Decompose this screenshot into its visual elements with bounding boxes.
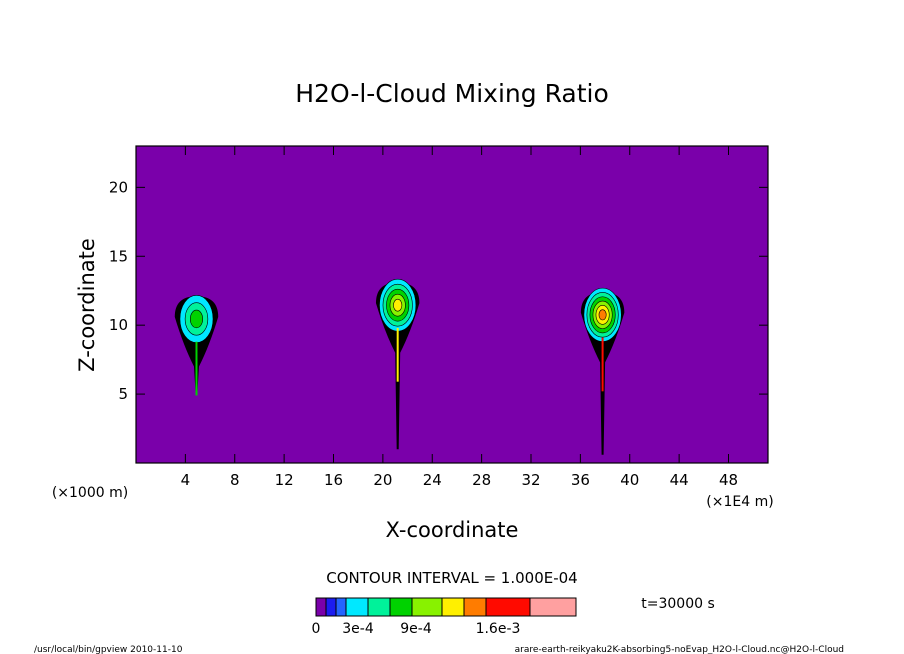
colorbar-swatch — [463, 597, 487, 617]
colorbar-label: 0 — [312, 621, 321, 637]
cloud-plume — [580, 287, 625, 455]
x-tick-label: 24 — [423, 471, 442, 489]
x-tick-label: 32 — [521, 471, 540, 489]
footer-right: arare-earth-reikyaku2K-absorbing5-noEvap… — [515, 645, 844, 654]
colorbar-swatch — [315, 597, 327, 617]
plot-background — [136, 146, 768, 463]
x-tick-label: 8 — [230, 471, 240, 489]
cloud-contours — [174, 278, 625, 455]
x-tick-label: 28 — [472, 471, 491, 489]
colorbar-swatch — [411, 597, 443, 617]
cloud-level — [189, 309, 203, 329]
colorbar — [315, 597, 577, 617]
y-unit-label: (×1000 m) — [52, 485, 128, 501]
colorbar-label: 1.6e-3 — [476, 621, 521, 637]
y-axis-label: Z-coordinate — [75, 238, 99, 372]
x-tick-label: 48 — [719, 471, 738, 489]
cloud-level — [598, 309, 607, 321]
y-tick-label: 5 — [118, 385, 128, 403]
colorbar-label: 3e-4 — [342, 621, 374, 637]
colorbar-swatch — [441, 597, 465, 617]
x-tick-label: 40 — [620, 471, 639, 489]
x-tick-label: 4 — [181, 471, 191, 489]
colorbar-swatch — [389, 597, 413, 617]
cloud-plume — [375, 278, 420, 450]
plot-frame — [135, 145, 769, 464]
time-label: t=30000 s — [641, 596, 715, 612]
footer-left: /usr/local/bin/gpview 2010-11-10 — [34, 645, 183, 654]
colorbar-swatch — [367, 597, 391, 617]
x-axis-ticks: 4 8 12 16 20 24 28 32 36 40 44 48 — [181, 146, 738, 489]
y-tick-label: 15 — [109, 247, 128, 265]
x-tick-label: 16 — [324, 471, 343, 489]
y-tick-label: 10 — [109, 316, 128, 334]
contour-interval-label: CONTOUR INTERVAL = 1.000E-04 — [326, 569, 577, 587]
y-tick-label: 20 — [109, 178, 128, 196]
colorbar-swatch — [325, 597, 337, 617]
cloud-plume — [174, 295, 219, 396]
colorbar-swatch — [485, 597, 531, 617]
x-tick-label: 36 — [571, 471, 590, 489]
x-tick-label: 20 — [373, 471, 392, 489]
x-unit-label: (×1E4 m) — [706, 494, 773, 510]
colorbar-swatch — [335, 597, 347, 617]
x-tick-label: 44 — [670, 471, 689, 489]
x-axis-label: X-coordinate — [386, 518, 519, 542]
colorbar-swatch — [345, 597, 369, 617]
cloud-level — [393, 298, 403, 312]
x-tick-label: 12 — [275, 471, 294, 489]
chart-title: H2O-l-Cloud Mixing Ratio — [295, 79, 609, 108]
colorbar-swatch — [529, 597, 577, 617]
colorbar-label: 9e-4 — [400, 621, 432, 637]
y-axis-ticks: 5 10 15 20 — [109, 178, 768, 403]
colorbar-labels: 0 3e-4 9e-4 1.6e-3 — [312, 621, 521, 637]
